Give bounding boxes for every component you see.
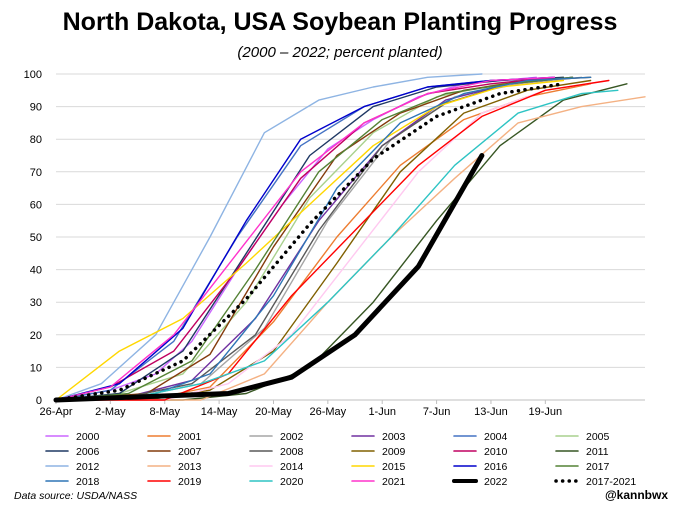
series-line-2015	[55, 79, 565, 401]
y-tick-label: 60	[30, 199, 42, 211]
series-line-2018	[55, 76, 592, 401]
series-line-2012	[55, 73, 483, 401]
gridlines	[56, 73, 645, 401]
series-line-2004	[55, 76, 556, 401]
data-source-note: Data source: USDA/NASS	[14, 490, 138, 502]
series-line-2022	[53, 153, 485, 403]
series-line-2005	[55, 76, 565, 401]
series-line-2019	[55, 79, 610, 401]
legend-label-2016: 2016	[484, 461, 508, 473]
series-line-2017	[55, 76, 574, 401]
y-tick-label: 50	[30, 232, 42, 244]
legend-label-2019: 2019	[178, 476, 202, 488]
legend-label-2014: 2014	[280, 461, 304, 473]
legend-label-2007: 2007	[178, 446, 202, 458]
x-tick-label: 1-Jun	[368, 406, 396, 418]
series-line-2016	[55, 76, 556, 401]
legend-label-2004: 2004	[484, 431, 508, 443]
y-tick-label: 70	[30, 167, 42, 179]
x-tick-label: 14-May	[201, 406, 238, 418]
legend-label-2015: 2015	[382, 461, 406, 473]
chart-subtitle: (2000 – 2022; percent planted)	[237, 44, 443, 61]
chart-title: North Dakota, USA Soybean Planting Progr…	[62, 8, 618, 36]
y-tick-label: 90	[30, 102, 42, 114]
legend: 2000 2001 2002 2003 2004 2005 2006 2007 2008 2009…	[45, 431, 636, 488]
series-line-2006	[55, 76, 565, 401]
legend-label-2021: 2021	[382, 476, 406, 488]
legend-label-2005: 2005	[586, 431, 610, 443]
series-line-2021	[55, 76, 556, 401]
legend-label-2013: 2013	[178, 461, 202, 473]
legend-label-2000: 2000	[76, 431, 100, 443]
author-credit: @kannbwx	[604, 488, 668, 502]
legend-label-2009: 2009	[382, 446, 406, 458]
series-line-2008	[55, 76, 574, 401]
legend-label-2017-2021: 2017-2021	[586, 476, 636, 488]
series-line-2000	[55, 76, 537, 401]
legend-label-2006: 2006	[76, 446, 100, 458]
legend-label-2010: 2010	[484, 446, 508, 458]
x-tick-label: 2-May	[95, 406, 126, 418]
legend-label-2018: 2018	[76, 476, 100, 488]
x-axis-ticks: 26-Apr 2-May 8-May 14-May 20-May 26-May 1-Jun 7…	[39, 400, 562, 418]
legend-label-2022: 2022	[484, 476, 508, 488]
y-tick-label: 80	[30, 134, 42, 146]
x-tick-label: 20-May	[255, 406, 292, 418]
y-tick-label: 30	[30, 297, 42, 309]
x-tick-label: 8-May	[149, 406, 180, 418]
x-tick-label: 13-Jun	[474, 406, 508, 418]
legend-label-2008: 2008	[280, 446, 304, 458]
legend-label-2001: 2001	[178, 431, 202, 443]
x-tick-label: 26-Apr	[39, 406, 72, 418]
series-line-2017-2021	[54, 82, 566, 402]
legend-label-2003: 2003	[382, 431, 406, 443]
legend-label-2020: 2020	[280, 476, 304, 488]
series-line-2013	[55, 96, 646, 401]
y-tick-label: 0	[36, 395, 42, 407]
y-tick-label: 20	[30, 330, 42, 342]
x-tick-label: 26-May	[310, 406, 347, 418]
y-axis-ticks: 0 10 20 30 40 50 60 70 80 90 100	[24, 69, 42, 407]
x-tick-label: 7-Jun	[423, 406, 451, 418]
y-tick-label: 40	[30, 265, 42, 277]
legend-label-2011: 2011	[586, 446, 609, 458]
legend-label-2012: 2012	[76, 461, 100, 473]
legend-label-2017: 2017	[586, 461, 610, 473]
series-line-2020	[55, 89, 619, 401]
y-tick-label: 100	[24, 69, 42, 81]
series-line-2010	[55, 76, 556, 401]
legend-label-2002: 2002	[280, 431, 304, 443]
y-tick-label: 10	[30, 362, 42, 374]
series-line-2011	[55, 83, 628, 401]
x-tick-label: 19-Jun	[529, 406, 563, 418]
series-lines	[53, 73, 646, 403]
